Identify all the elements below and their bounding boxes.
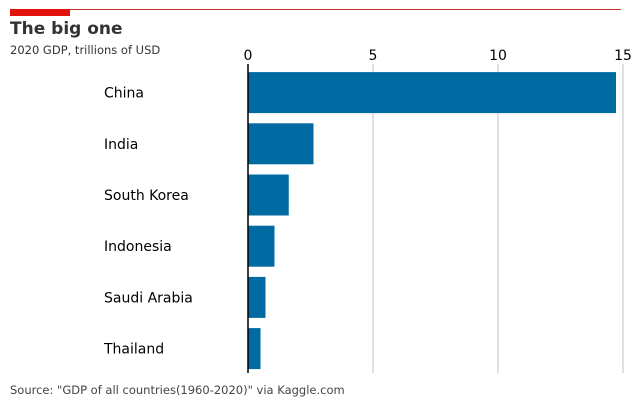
category-label: South Korea — [104, 188, 189, 204]
category-label: Thailand — [103, 342, 164, 358]
bar-china — [248, 72, 616, 114]
x-tick-labels: 0 5 10 15 — [244, 48, 632, 64]
gridlines — [372, 64, 624, 373]
bar-south-korea — [248, 174, 289, 216]
bar-indonesia — [248, 225, 275, 267]
bar-thailand — [248, 328, 261, 370]
x-tick-label: 0 — [244, 48, 253, 64]
header: The big one 2020 GDP, trillions of USD — [10, 9, 621, 57]
chart-title: The big one — [10, 19, 123, 39]
bars — [248, 72, 616, 370]
accent-tag — [10, 9, 70, 16]
chart-subtitle: 2020 GDP, trillions of USD — [10, 43, 160, 57]
bar-saudi-arabia — [248, 276, 266, 318]
category-labels: China India South Korea Indonesia Saudi Arab… — [103, 86, 193, 358]
category-label: Indonesia — [104, 239, 172, 255]
category-label: China — [104, 86, 144, 102]
x-tick-label: 5 — [369, 48, 378, 64]
bar-india — [248, 123, 314, 165]
x-tick-label: 10 — [489, 48, 507, 64]
category-label: India — [104, 137, 138, 153]
source-note: Source: "GDP of all countries(1960-2020)… — [10, 383, 345, 397]
x-tick-label: 15 — [614, 48, 632, 64]
category-label: Saudi Arabia — [104, 290, 193, 306]
